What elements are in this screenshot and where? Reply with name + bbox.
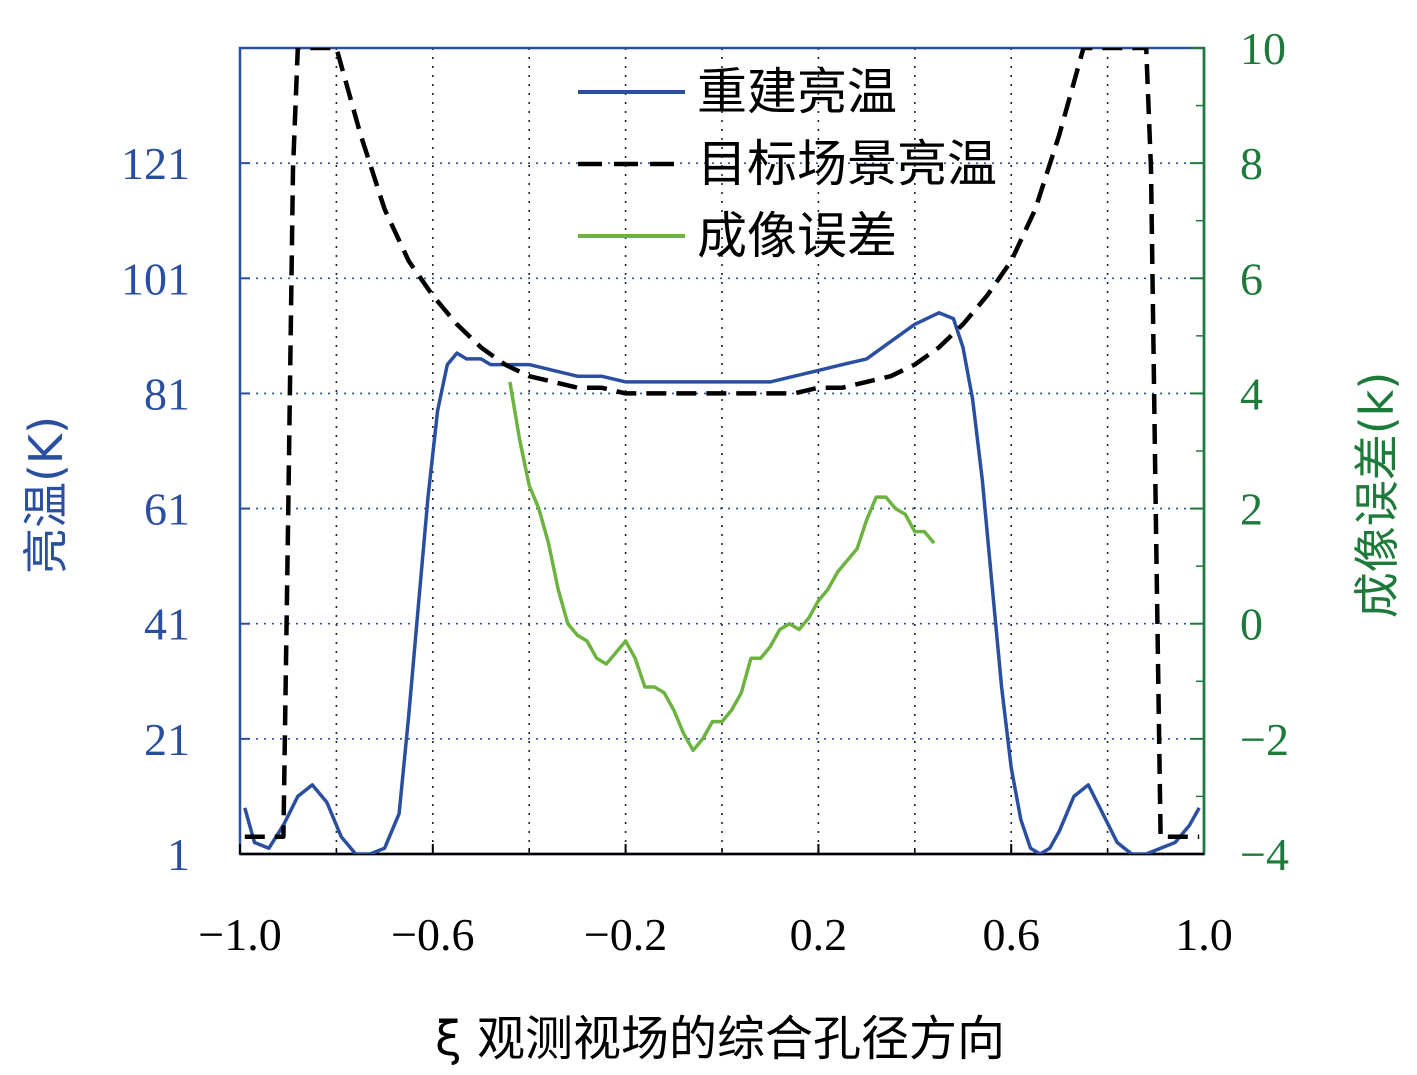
x-tick-label: −0.6 <box>391 909 474 960</box>
y-left-tick-label: 101 <box>121 253 190 304</box>
y-right-tick-label: −4 <box>1240 829 1289 880</box>
y-right-tick-label: 4 <box>1240 368 1263 419</box>
y-right-tick-label: −2 <box>1240 714 1289 765</box>
y-left-tick-label: 81 <box>144 368 190 419</box>
y-left-tick-label: 121 <box>121 138 190 189</box>
y-axis-right-label: 成像误差(k) <box>1350 372 1404 619</box>
legend-label: 成像误差 <box>697 207 897 265</box>
series-line-1 <box>243 311 1201 854</box>
series-line-3 <box>508 381 936 753</box>
series-lines <box>243 48 1201 854</box>
y-right-tick-label: 0 <box>1240 599 1263 650</box>
y-right-tick-label: 6 <box>1240 253 1263 304</box>
x-tick-label: 0.2 <box>790 909 848 960</box>
x-axis-label: ξ 观测视场的综合孔径方向 <box>435 1011 1005 1067</box>
y-right-tick-label: 8 <box>1240 138 1263 189</box>
y-right-tick-label: 2 <box>1240 484 1263 535</box>
series-line-2 <box>244 48 1200 839</box>
x-tick-label: −0.2 <box>584 909 667 960</box>
tick-labels: −1.0 −0.6 −0.2 0.2 0.6 1.0121416181101121−4−2… <box>121 23 1289 960</box>
legend-label: 目标场景亮温 <box>697 135 997 193</box>
y-left-tick-label: 41 <box>144 599 190 650</box>
y-axis-left-label: 亮温(K) <box>19 416 73 574</box>
y-left-tick-label: 61 <box>144 484 190 535</box>
legend-label: 重建亮温 <box>697 63 897 121</box>
y-left-tick-label: 1 <box>167 829 190 880</box>
y-right-tick-label: 10 <box>1240 23 1286 74</box>
x-tick-label: 0.6 <box>982 909 1040 960</box>
x-tick-label: −1.0 <box>198 909 281 960</box>
y-left-tick-label: 21 <box>144 714 190 765</box>
x-tick-label: 1.0 <box>1175 909 1233 960</box>
